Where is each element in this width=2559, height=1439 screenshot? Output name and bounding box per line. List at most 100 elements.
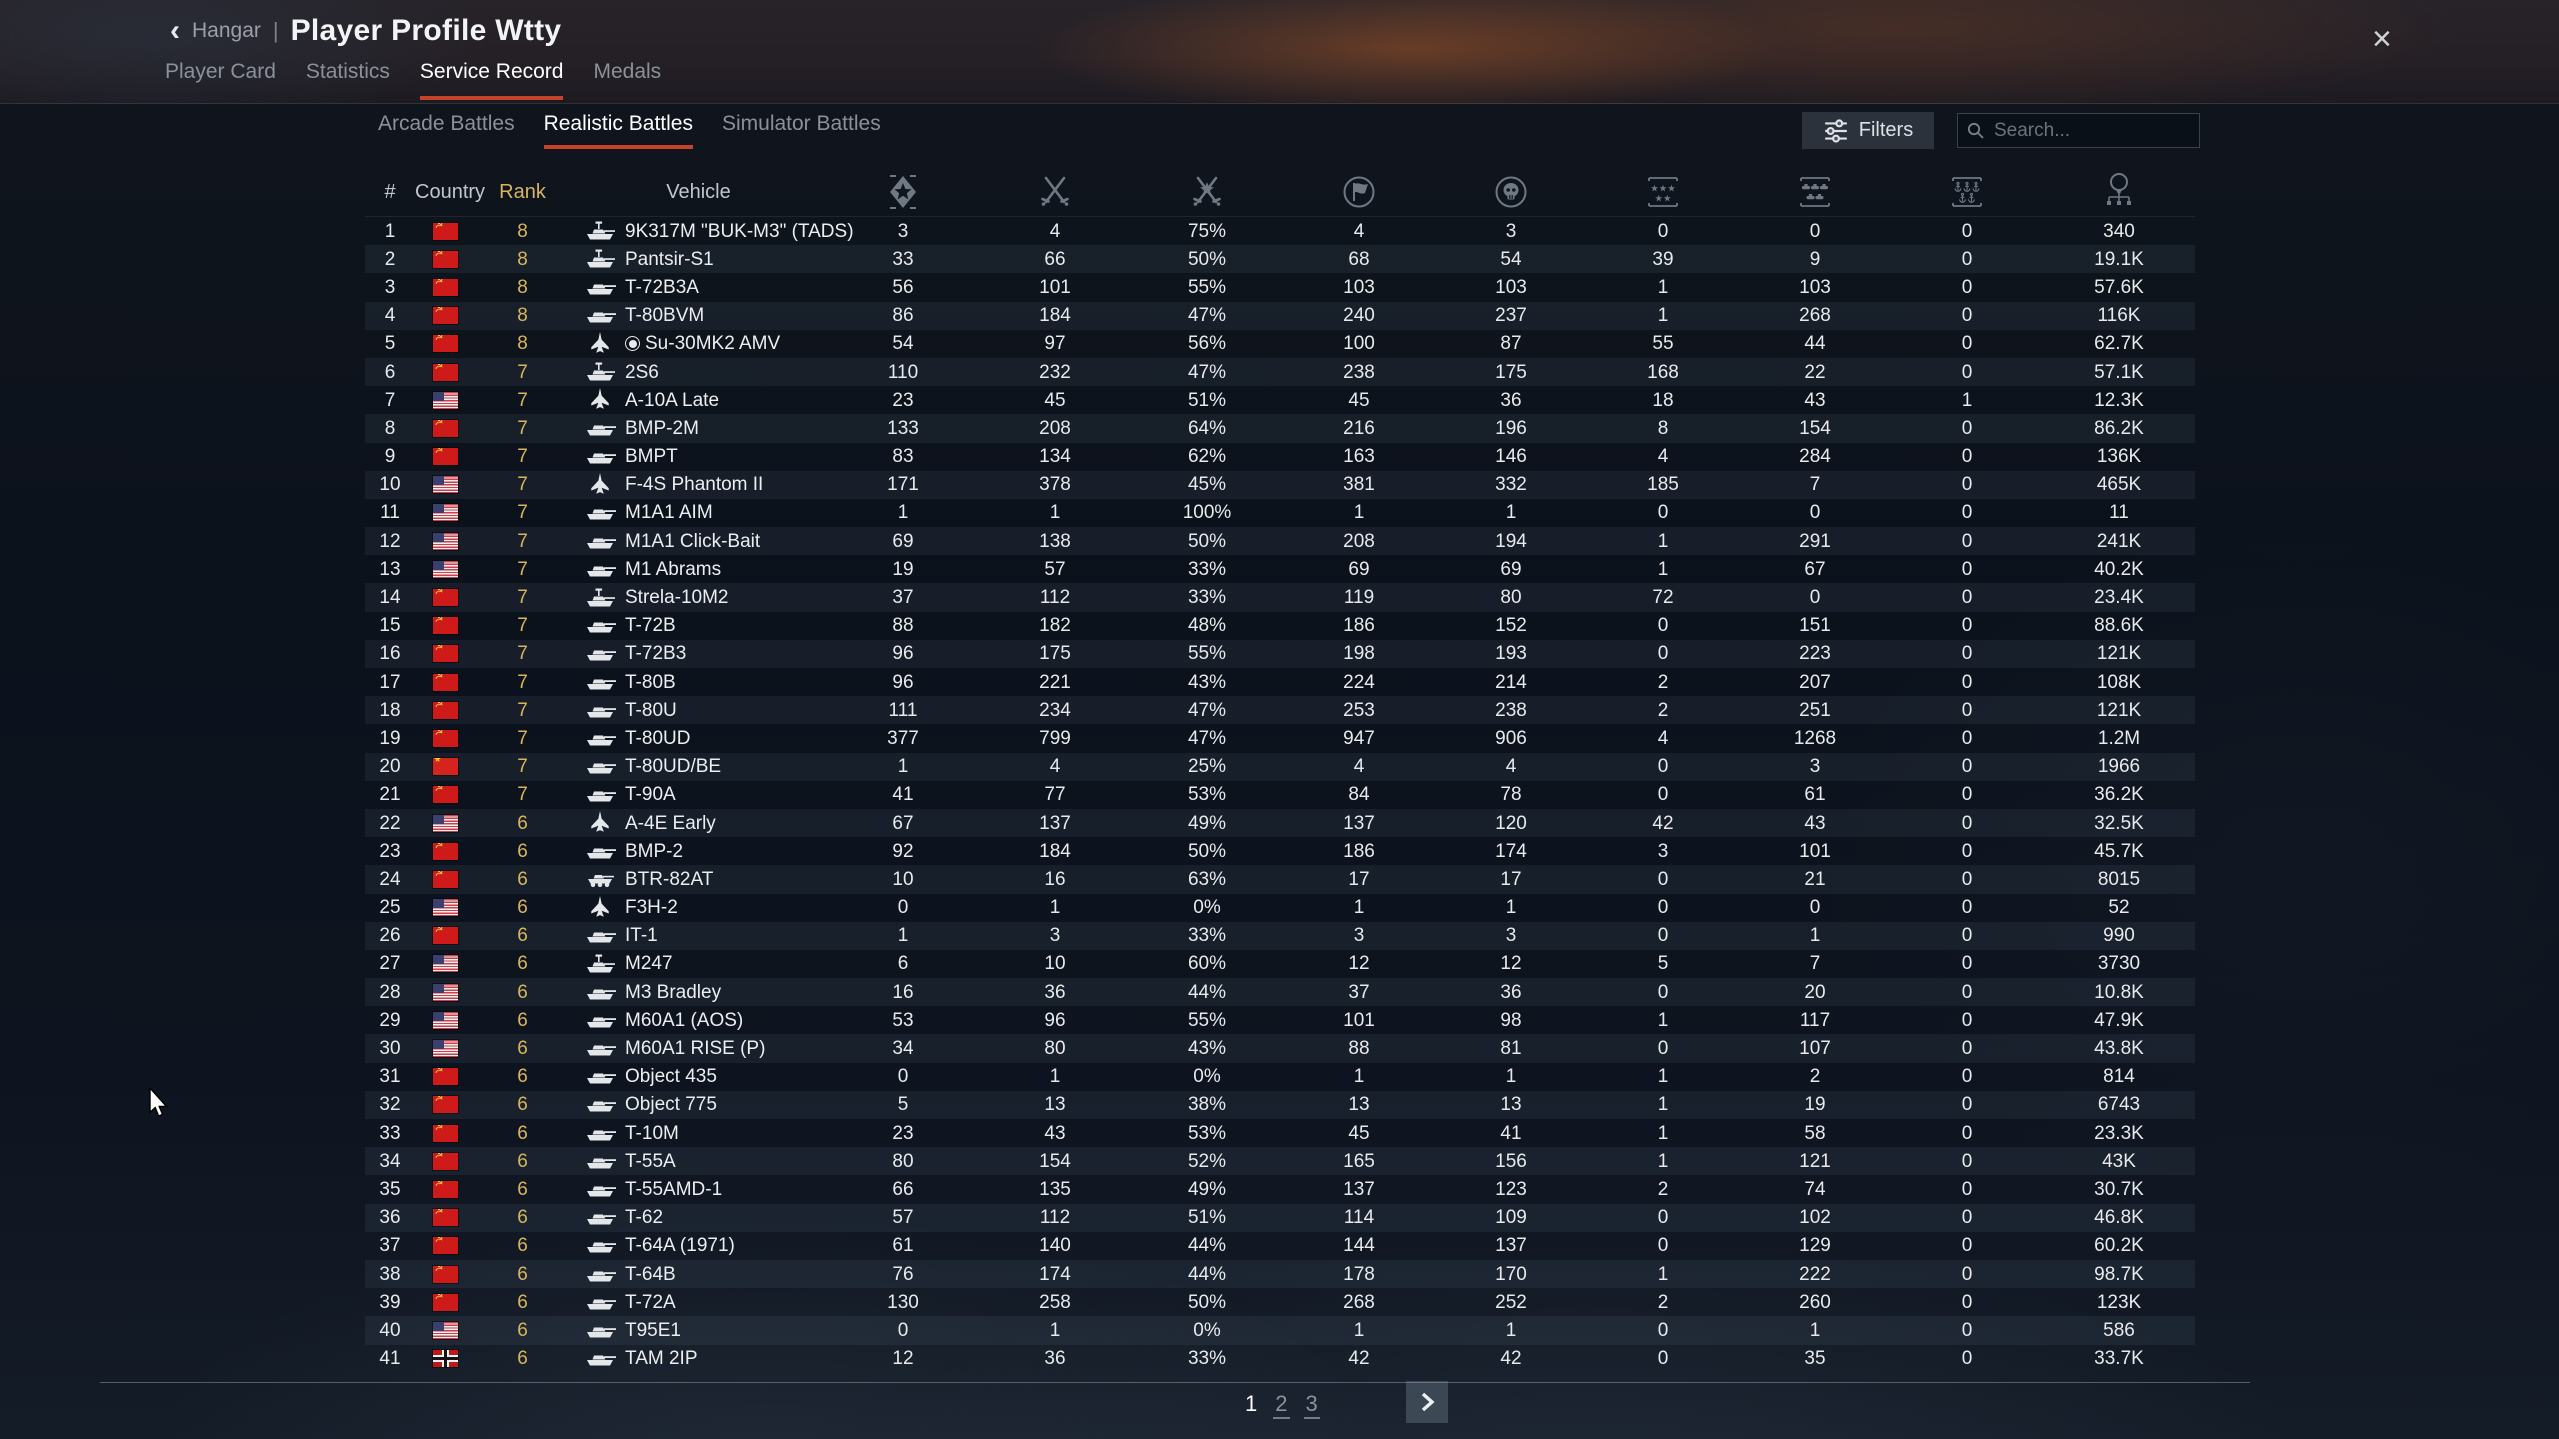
close-icon[interactable]: × [2372,20,2392,58]
vehicle-cell: A-4E Early [570,811,827,835]
search-input[interactable] [1992,118,2191,143]
aircraft-destroyed-stars-icon[interactable]: ★★★ ★★ [1587,170,1739,214]
back-chevron-icon[interactable]: ‹ [170,14,180,47]
ground-destroyed-tanks-icon[interactable] [1739,170,1891,214]
tank-icon [583,730,617,747]
stat-value: 6743 [2097,1094,2141,1116]
search-box[interactable] [1957,113,2200,148]
vehicle-cell: M1A1 Click-Bait [570,532,827,551]
stat-value: 1 [1657,530,1669,552]
table-row[interactable]: 29 6 M60A1 (AOS) 53 96 55% 101 98 1 117 0 47.9K [365,1006,2195,1034]
page-3[interactable]: 3 [1303,1391,1320,1420]
tab-realistic-battles[interactable]: Realistic Battles [543,112,693,149]
table-row[interactable]: 33 6 T-10M 23 43 53% 45 41 1 58 0 23.3K [365,1119,2195,1147]
table-row[interactable]: 12 7 M1A1 Click-Bait 69 138 50% 208 194 1 291 0 241… [365,527,2195,556]
battles-emblem-icon[interactable] [827,170,979,214]
table-row[interactable]: 8 7 BMP-2M 133 208 64% 216 196 8 154 0 86.2K [365,414,2195,443]
table-row[interactable]: 3 8 T-72B3A 56 101 55% 103 103 1 103 0 57.6K [365,273,2195,301]
stat-value: 88 [1348,1038,1370,1060]
vehicle-cell: BTR-82AT [570,870,827,889]
country-cell [415,419,475,437]
page-1[interactable]: 1 [1245,1391,1258,1416]
table-row[interactable]: 6 7 2S6 110 232 47% 238 175 168 22 0 57.1K [365,357,2195,387]
vehicle-rank: 6 [517,1263,528,1285]
tab-simulator-battles[interactable]: Simulator Battles [721,112,881,135]
table-row[interactable]: 9 7 BMPT 83 134 62% 163 146 4 284 0 136K [365,443,2195,471]
col-country[interactable]: Country [415,180,486,203]
stat-value: 53% [1187,1122,1227,1144]
table-row[interactable]: 22 6 A-4E Early 67 137 49% 137 120 42 43 0 32.5K [365,808,2195,838]
table-row[interactable]: 18 7 T-80U 111 234 47% 253 238 2 251 0 121K [365,696,2195,725]
tab-arcade-battles[interactable]: Arcade Battles [378,112,515,135]
table-row[interactable]: 11 7 M1A1 AIM 1 1 100% 1 1 0 0 0 11 [365,499,2195,527]
table-row[interactable]: 28 6 M3 Bradley 16 36 44% 37 36 0 20 0 10.8K [365,978,2195,1007]
hangar-link[interactable]: Hangar [192,19,261,42]
table-row[interactable]: 17 7 T-80B 96 221 43% 224 214 2 207 0 108K [365,668,2195,696]
table-row[interactable]: 38 6 T-64B 76 174 44% 178 170 1 222 0 98.7K [365,1259,2195,1289]
table-row[interactable]: 15 7 T-72B 88 182 48% 186 152 0 151 0 88.6K [365,612,2195,640]
stat-value: 66 [1044,248,1066,270]
vehicle-name: Su-30MK2 AMV [645,333,781,355]
table-row[interactable]: 21 7 T-90A 41 77 53% 84 78 0 61 0 36.2K [365,781,2195,809]
table-row[interactable]: 19 7 T-80UD 377 799 47% 947 906 4 1268 0 1.2M [365,724,2195,752]
table-row[interactable]: 31 6 Object 435 0 1 0% 1 1 1 2 0 814 [365,1063,2195,1091]
row-number: 32 [379,1094,401,1116]
filters-button[interactable]: Filters [1802,112,1934,149]
table-row[interactable]: 32 6 Object 775 5 13 38% 13 13 1 19 0 6743 [365,1090,2195,1119]
table-row[interactable]: 7 7 A-10A Late 23 45 51% 45 36 18 43 1 12.3K [365,386,2195,414]
table-row[interactable]: 20 7 T-80UD/BE 1 4 25% 4 4 0 3 0 1966 [365,752,2195,781]
tab-player-card[interactable]: Player Card [165,60,276,83]
stat-value: 4 [1049,756,1061,778]
col-rank[interactable]: Rank [499,180,546,203]
table-row[interactable]: 14 7 Strela-10M2 37 112 33% 119 80 72 0 0 23.4K [365,583,2195,612]
col-vehicle[interactable]: Vehicle [666,180,731,203]
table-row[interactable]: 34 6 T-55A 80 154 52% 165 156 1 121 0 43K [365,1147,2195,1176]
country-cell [415,1265,475,1283]
table-row[interactable]: 2 8 Pantsir-S1 33 66 50% 68 54 39 9 0 19.1K [365,245,2195,274]
table-row[interactable]: 13 7 M1 Abrams 19 57 33% 69 69 1 67 0 40.2K [365,555,2195,583]
table-row[interactable]: 35 6 T-55AMD-1 66 135 49% 137 123 2 74 0 30.7K [365,1175,2195,1203]
stat-value: 33% [1187,558,1227,580]
stat-value: 0 [1961,1066,1973,1088]
victories-swords-star-icon[interactable] [1131,170,1283,214]
stat-value: 0 [1961,333,1973,355]
table-row[interactable]: 26 6 IT-1 1 3 33% 3 3 0 1 0 990 [365,921,2195,950]
table-row[interactable]: 36 6 T-62 57 112 51% 114 109 0 102 0 46.8K [365,1203,2195,1232]
stat-value: 86 [892,305,914,327]
naval-destroyed-anchors-icon[interactable] [1891,170,2043,214]
vehicle-name: T-80UD/BE [625,756,722,778]
table-row[interactable]: 10 7 F-4S Phantom II 171 378 45% 381 332 185 7 0 46… [365,470,2195,499]
table-row[interactable]: 16 7 T-72B3 96 175 55% 198 193 0 223 0 121K [365,639,2195,668]
table-row[interactable]: 25 6 F3H-2 0 1 0% 1 1 0 0 0 52 [365,894,2195,922]
table-row[interactable]: 4 8 T-80BVM 86 184 47% 240 237 1 268 0 116K [365,301,2195,330]
stat-value: 33% [1187,587,1227,609]
table-row[interactable]: 27 6 M247 6 10 60% 12 12 5 7 0 3730 [365,950,2195,978]
table-row[interactable]: 41 6 TAM 2IP 12 36 33% 42 42 0 35 0 33.7K [365,1345,2195,1373]
table-row[interactable]: 23 6 BMP-2 92 184 50% 186 174 3 101 0 45.7K [365,837,2195,865]
tab-service-record[interactable]: Service Record [419,60,564,100]
col-number[interactable]: # [384,180,396,203]
score-balloon-icon[interactable] [2043,170,2195,214]
vehicle-cell: M1A1 AIM [570,503,827,522]
tab-statistics[interactable]: Statistics [305,60,390,83]
respawns-swords-icon[interactable] [979,170,1131,214]
deaths-skull-icon[interactable] [1435,170,1587,214]
page-2[interactable]: 2 [1273,1391,1290,1420]
table-row[interactable]: 40 6 T95E1 0 1 0% 1 1 0 1 0 586 [365,1316,2195,1345]
tab-medals[interactable]: Medals [593,60,662,83]
tank-icon [583,617,617,634]
row-number: 7 [384,389,396,411]
table-row[interactable]: 24 6 BTR-82AT 10 16 63% 17 17 0 21 0 8015 [365,865,2195,894]
air-targets-flag-icon[interactable] [1283,170,1435,214]
table-row[interactable]: 30 6 M60A1 RISE (P) 34 80 43% 88 81 0 107 0 43.8K [365,1034,2195,1063]
next-page-button[interactable] [1406,1381,1448,1423]
table-row[interactable]: 39 6 T-72A 130 258 50% 268 252 2 260 0 123K [365,1288,2195,1316]
stat-value: 75% [1187,220,1227,242]
table-row[interactable]: 1 8 9K317M "BUK-M3" (TADS) 3 4 75% 4 3 0 0 0 340 [365,217,2195,245]
row-number: 27 [379,953,401,975]
stat-value: 154 [1039,1150,1071,1172]
table-row[interactable]: 37 6 T-64A (1971) 61 140 44% 144 137 0 129 0 60.2K [365,1232,2195,1260]
usa-flag-icon [432,504,458,522]
country-cell [415,1152,475,1170]
table-row[interactable]: 5 8 Su-30MK2 AMV 54 97 56% 100 87 55 44 0 62.7K [365,330,2195,358]
